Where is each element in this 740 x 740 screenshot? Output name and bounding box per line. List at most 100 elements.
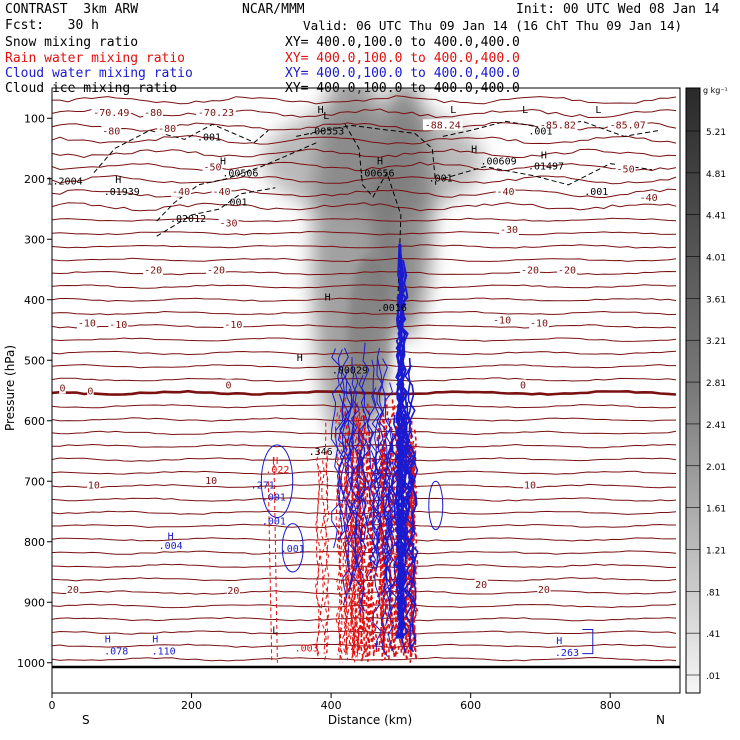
cloud-water-contour bbox=[344, 388, 354, 598]
cloud-water-contour bbox=[404, 461, 415, 653]
cloud-water-value-label: .271 bbox=[251, 480, 275, 491]
snow-value-label: .02012 bbox=[170, 214, 206, 225]
cloud-ice-contour bbox=[442, 163, 653, 186]
field-xy-snow: XY= 400.0,100.0 to 400.0,400.0 bbox=[285, 35, 520, 50]
isotherm-label: 0 bbox=[226, 380, 232, 391]
isotherm-label: 10 bbox=[205, 476, 217, 487]
init-time: Init: 00 UTC Wed 08 Jan 14 bbox=[516, 2, 720, 17]
isotherm-label: -88.24 bbox=[425, 120, 461, 131]
rain-contour bbox=[322, 422, 330, 653]
label-mask bbox=[557, 264, 577, 276]
snow-shading bbox=[262, 88, 483, 458]
isotherm-label: -30 bbox=[220, 218, 238, 229]
high-marker: H bbox=[541, 151, 547, 162]
low-marker: L bbox=[595, 105, 601, 116]
cloud-water-contour bbox=[361, 342, 371, 434]
cloud-water-contour bbox=[357, 375, 368, 612]
rain-contour bbox=[315, 465, 322, 660]
isotherm-line bbox=[52, 337, 677, 342]
label-mask bbox=[607, 119, 648, 131]
label-mask bbox=[91, 107, 132, 119]
label-mask bbox=[87, 479, 101, 491]
colorbar-label: 4.01 bbox=[706, 254, 726, 264]
label-mask bbox=[638, 191, 659, 203]
cloud-water-value-label: .263 bbox=[555, 648, 579, 659]
field-xy-rain: XY= 400.0,100.0 to 400.0,400.0 bbox=[285, 51, 520, 66]
cloud-water-contour bbox=[366, 359, 377, 451]
cloud-water-value-label: .004 bbox=[159, 541, 183, 552]
isotherm-label: 20 bbox=[227, 586, 239, 597]
snow-value-label: .001 bbox=[429, 174, 453, 185]
isotherm-zero bbox=[52, 389, 677, 396]
cloud-water-contour bbox=[358, 414, 367, 543]
snow-plume-top bbox=[262, 105, 483, 216]
rain-contour bbox=[409, 446, 416, 653]
isotherm-line bbox=[52, 135, 677, 145]
rain-contour bbox=[404, 417, 412, 660]
x-axis-label: Distance (km) bbox=[328, 713, 412, 727]
label-mask bbox=[66, 583, 80, 595]
snow-value-label: .346 bbox=[309, 447, 333, 458]
label-mask bbox=[615, 163, 636, 175]
rain-contour bbox=[341, 434, 348, 653]
cloud-water-contour bbox=[394, 257, 404, 640]
colorbar-label: 5.21 bbox=[706, 128, 726, 138]
rain-contour bbox=[354, 402, 361, 657]
cloud-water-contour bbox=[582, 628, 594, 655]
cloud-water-contour bbox=[382, 471, 392, 626]
valid-time: Valid: 06 UTC Thu 09 Jan 14 (16 ChT Thu … bbox=[303, 18, 683, 33]
y-tick-label: 200 bbox=[24, 173, 45, 186]
cloud-ice-contour bbox=[296, 124, 437, 185]
label-mask bbox=[206, 264, 226, 276]
label-mask bbox=[519, 379, 527, 391]
label-mask bbox=[204, 475, 218, 487]
label-mask bbox=[495, 185, 516, 197]
isotherm-line bbox=[52, 202, 677, 212]
isotherm-line bbox=[52, 603, 677, 609]
label-mask bbox=[523, 479, 537, 491]
isotherm-label: 0 bbox=[87, 387, 93, 398]
cloud-ice-contour bbox=[93, 123, 269, 174]
cloud-water-contour bbox=[374, 347, 384, 530]
isotherm-label: -70.23 bbox=[198, 108, 234, 119]
isotherm-label: 0 bbox=[520, 380, 526, 391]
colorbar-label: 2.81 bbox=[706, 379, 726, 389]
rain-contour bbox=[395, 411, 403, 654]
isotherm-label: -85.82 bbox=[540, 120, 576, 131]
cloud-water-contour bbox=[260, 444, 294, 519]
label-mask bbox=[157, 122, 178, 134]
rain-contour bbox=[343, 411, 349, 654]
rain-value-label: .022 bbox=[265, 465, 289, 476]
isotherm-label: -20 bbox=[558, 266, 576, 277]
y-tick-label: 400 bbox=[24, 294, 45, 307]
x-tick-label: 200 bbox=[181, 699, 202, 712]
y-tick-label: 1000 bbox=[17, 657, 45, 670]
south-label: S bbox=[82, 713, 90, 727]
colorbar-label: 4.41 bbox=[706, 212, 726, 222]
rain-contour bbox=[378, 433, 386, 652]
snow-value-label: .001 bbox=[584, 187, 608, 198]
isotherm-line bbox=[52, 188, 677, 199]
cloud-water-value-label: .001 bbox=[262, 492, 286, 503]
rain-contour bbox=[358, 444, 366, 663]
isotherm-label: -20 bbox=[207, 266, 225, 277]
colorbar-label: 3.21 bbox=[706, 337, 726, 347]
isotherm-label: 0 bbox=[59, 383, 65, 394]
low-marker: L bbox=[450, 105, 456, 116]
rain-contour bbox=[267, 481, 273, 663]
isotherm-line bbox=[52, 217, 677, 223]
y-tick-label: 100 bbox=[24, 112, 45, 125]
label-mask bbox=[59, 382, 66, 394]
center-label: NCAR/MMM bbox=[242, 2, 305, 17]
rain-contour bbox=[337, 468, 343, 663]
snow-value-label: .001 bbox=[528, 126, 552, 137]
colorbar-label: .41 bbox=[706, 630, 720, 640]
x-tick-label: 400 bbox=[321, 699, 342, 712]
cloud-water-value-label: .001 bbox=[262, 517, 286, 528]
cloud-water-value-label: .078 bbox=[104, 647, 128, 658]
label-mask bbox=[108, 318, 129, 330]
isotherm-line bbox=[52, 364, 676, 369]
rain-value-label: H bbox=[272, 456, 278, 467]
snow-value-label: .001 bbox=[223, 198, 247, 209]
isotherm-label: 20 bbox=[67, 585, 79, 596]
